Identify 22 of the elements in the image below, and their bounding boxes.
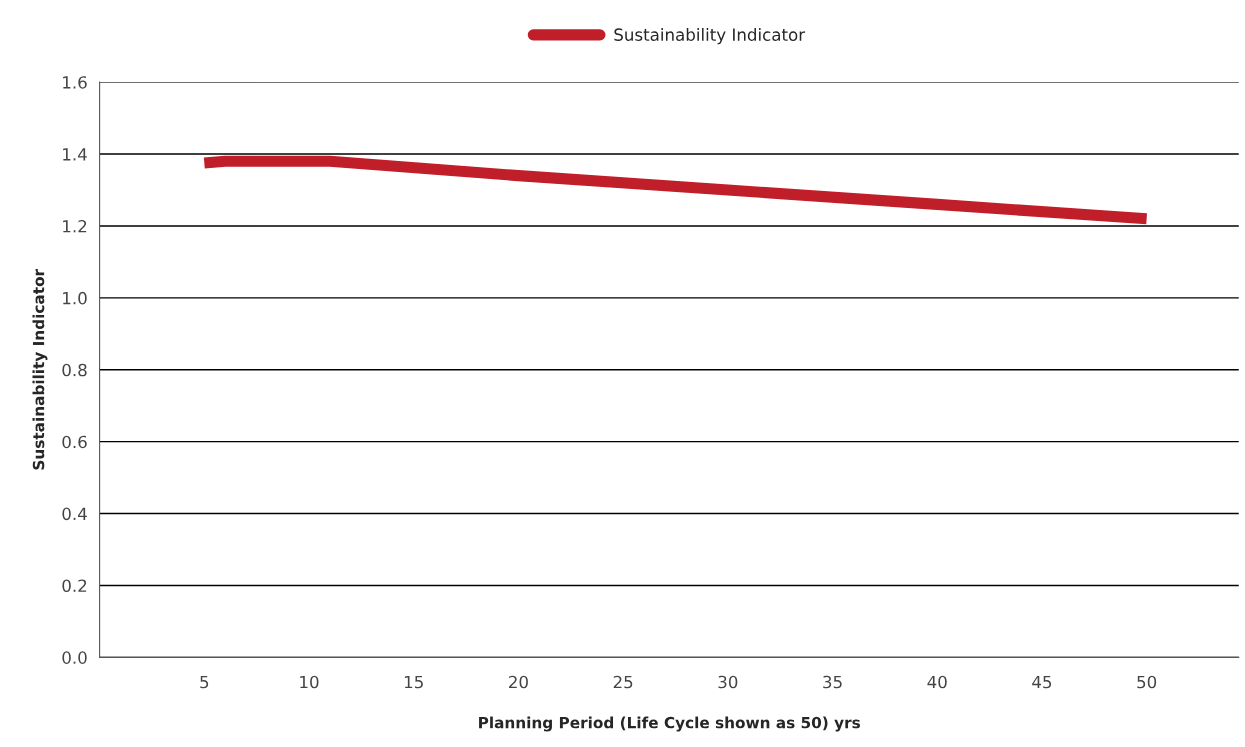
y-axis-title: Sustainability Indicator	[32, 268, 48, 470]
legend-label: Sustainability Indicator	[614, 28, 806, 45]
x-tick-label: 15	[404, 675, 423, 689]
x-tick-label: 45	[1032, 675, 1052, 689]
y-tick-label: 0.4	[62, 507, 87, 521]
x-tick-label: 20	[509, 675, 528, 689]
x-tick-label: 25	[613, 675, 633, 689]
y-tick-label: 0.8	[62, 363, 87, 377]
y-tick-label: 1.2	[63, 219, 87, 233]
x-tick-label: 40	[927, 675, 947, 689]
x-tick-label: 50	[1137, 675, 1157, 689]
x-tick-label: 5	[200, 675, 209, 689]
x-tick-label: 35	[823, 675, 842, 689]
y-tick-label: 0.2	[62, 579, 87, 593]
x-tick-label: 10	[300, 675, 319, 689]
x-tick-label: 30	[718, 675, 738, 689]
y-tick-label: 1.0	[63, 291, 87, 305]
x-axis-title: Planning Period (Life Cycle shown as 50) yrs	[479, 716, 860, 732]
y-tick-label: 0.0	[62, 651, 87, 664]
y-tick-label: 1.6	[63, 76, 87, 89]
y-tick-label: 0.6	[62, 435, 87, 449]
y-tick-label: 1.4	[63, 148, 87, 161]
